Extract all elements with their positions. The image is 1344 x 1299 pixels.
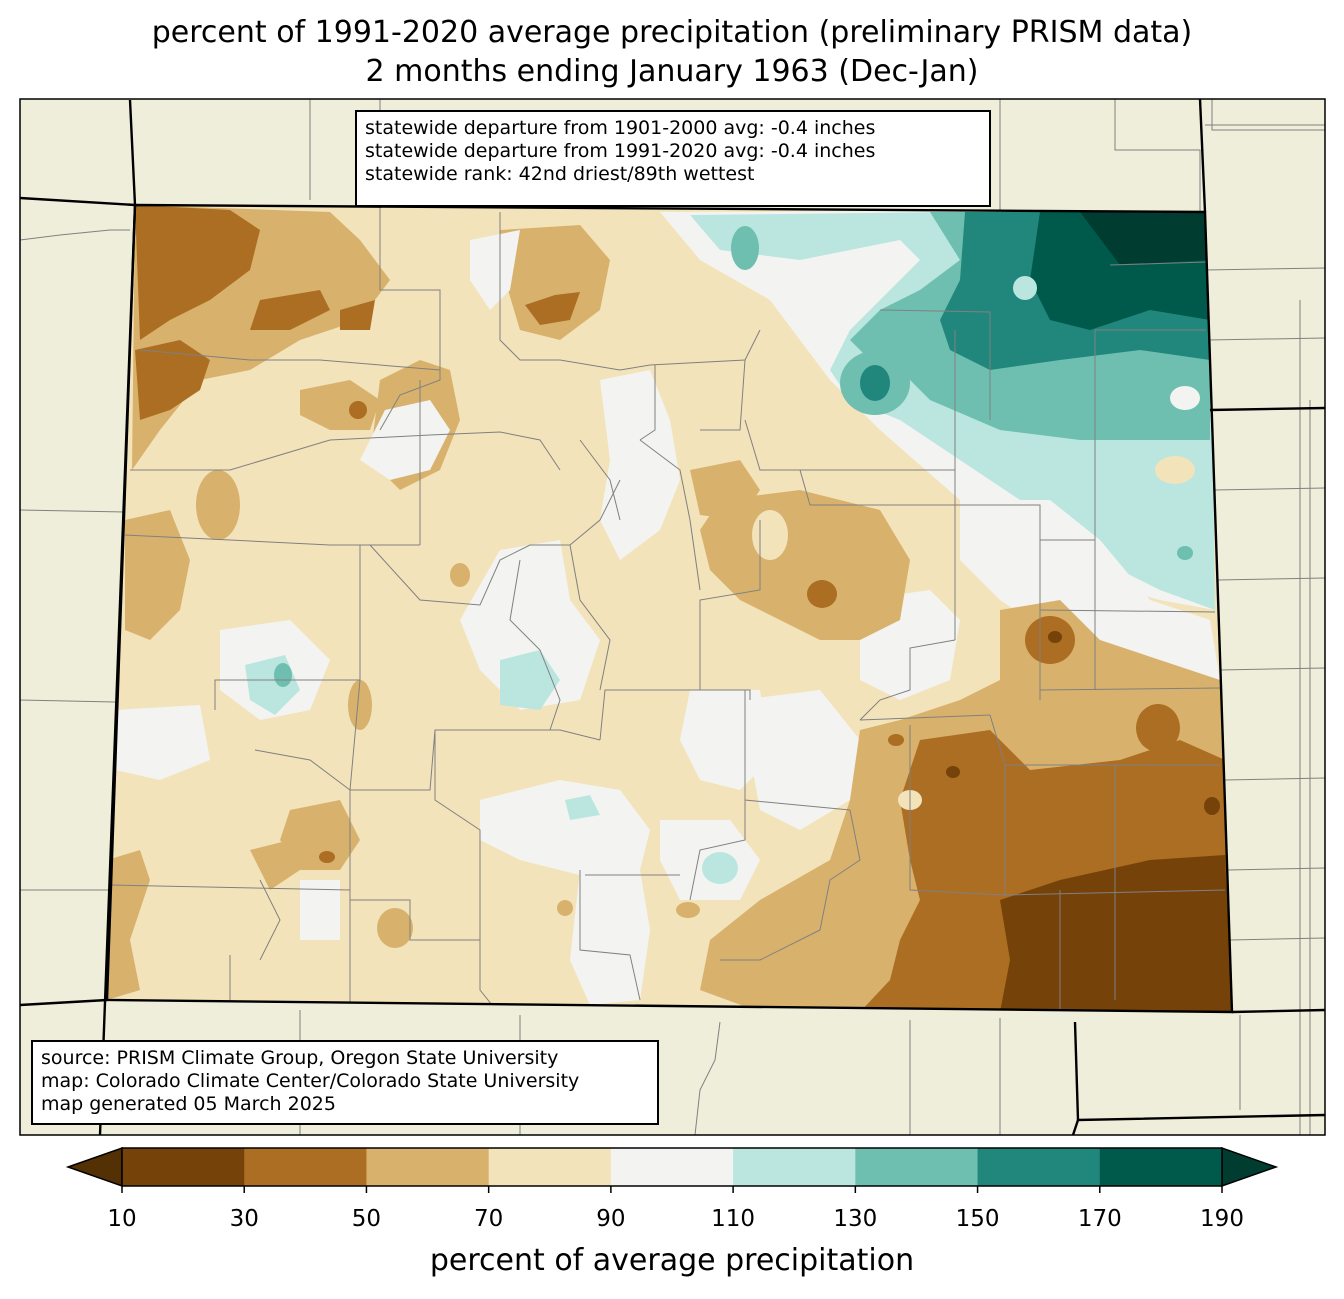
colorbar-tick-label: 10 <box>107 1206 137 1232</box>
map-frame <box>19 98 1326 1136</box>
colorbar-bin <box>855 1148 979 1186</box>
colorbar-tick-label: 50 <box>351 1206 382 1232</box>
colorbar-bin <box>488 1148 612 1186</box>
colorbar-tick-label: 150 <box>955 1206 1000 1232</box>
colorbar-tick-label: 190 <box>1200 1206 1244 1232</box>
colorbar-under-arrow <box>65 1146 123 1188</box>
colorbar-bin <box>366 1148 490 1186</box>
state-borders <box>20 99 1325 1135</box>
colorbar-bin <box>1099 1148 1223 1186</box>
map-title: percent of 1991-2020 average precipitati… <box>151 15 1193 50</box>
statewide-stats-box: statewide departure from 1901-2000 avg: … <box>355 110 991 207</box>
colorado-county-lines <box>109 205 1226 1012</box>
stat-rank: statewide rank: 42nd driest/89th wettest <box>365 163 755 185</box>
neighbor-county-lines <box>20 99 1325 1135</box>
map-subtitle: 2 months ending January 1963 (Dec-Jan) <box>365 54 979 89</box>
colorbar-title: percent of average precipitation <box>429 1243 915 1278</box>
source-box: source: PRISM Climate Group, Oregon Stat… <box>31 1040 659 1125</box>
stat-departure-1991-2020: statewide departure from 1991-2020 avg: … <box>365 140 876 162</box>
colorbar-bin <box>244 1148 367 1186</box>
colorbar-tick-label: 170 <box>1077 1206 1122 1232</box>
colorbar-bin <box>122 1148 245 1186</box>
colorbar-bin <box>733 1148 856 1186</box>
stat-departure-1901-2000: statewide departure from 1901-2000 avg: … <box>365 117 876 139</box>
generated-date-line: map generated 05 March 2025 <box>41 1093 336 1115</box>
colorbar-tick-label: 90 <box>596 1206 626 1232</box>
colorbar-tick-label: 30 <box>229 1206 259 1232</box>
colorbar-bin <box>977 1148 1101 1186</box>
colorbar-bin <box>610 1148 734 1186</box>
colorbar-tick-label: 70 <box>474 1206 504 1232</box>
colorbar-tick-label: 110 <box>711 1206 756 1232</box>
colorbar-over-arrow <box>1221 1146 1279 1188</box>
colorbar-tick-label: 130 <box>833 1206 878 1232</box>
colorbar <box>65 1146 1279 1193</box>
source-line: source: PRISM Climate Group, Oregon Stat… <box>41 1047 559 1069</box>
precipitation-field <box>107 205 1232 1012</box>
map-credit-line: map: Colorado Climate Center/Colorado St… <box>41 1070 580 1092</box>
colorbar-outline <box>121 1147 1223 1187</box>
